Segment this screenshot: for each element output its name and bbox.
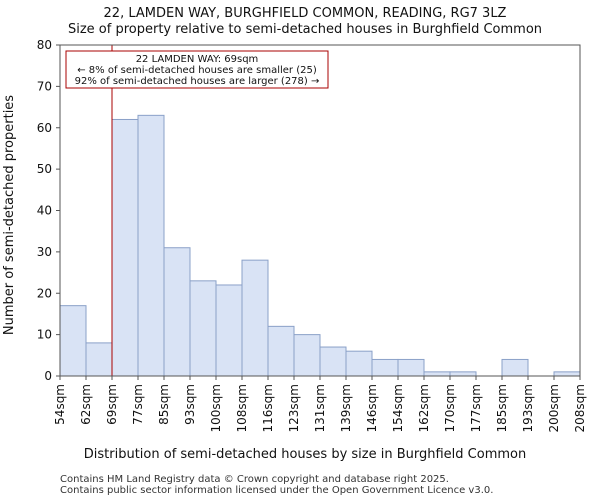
bar-200sqm <box>553 371 581 377</box>
bar-162sqm <box>423 371 451 377</box>
bar-100sqm <box>215 284 243 377</box>
chart-subtitle: Size of property relative to semi-detach… <box>68 22 542 37</box>
annotation-line-1: 22 LAMDEN WAY: 69sqm <box>136 54 259 65</box>
x-tick-label: 69sqm <box>105 384 119 425</box>
x-tick-label: 185sqm <box>495 384 509 432</box>
x-tick-label: 54sqm <box>53 384 67 425</box>
bar-154sqm <box>397 358 425 377</box>
x-tick-label: 100sqm <box>209 384 223 432</box>
bar-146sqm <box>371 358 399 377</box>
x-tick-label: 193sqm <box>521 384 535 432</box>
y-tick-label: 30 <box>37 245 52 259</box>
bar-139sqm <box>345 350 373 377</box>
x-tick-label: 139sqm <box>339 384 353 432</box>
y-tick-label: 10 <box>37 328 52 342</box>
chart-title: 22, LAMDEN WAY, BURGHFIELD COMMON, READI… <box>104 6 507 21</box>
x-tick-label: 93sqm <box>183 384 197 425</box>
y-ticks: 0 10 20 30 40 50 60 70 80 <box>37 38 60 383</box>
bar-116sqm <box>267 325 295 377</box>
x-tick-label: 146sqm <box>365 384 379 432</box>
x-tick-label: 108sqm <box>235 384 249 432</box>
bar-93sqm <box>189 280 217 377</box>
x-tick-label: 208sqm <box>573 384 587 432</box>
y-tick-label: 80 <box>37 38 52 52</box>
annotation-line-3: 92% of semi-detached houses are larger (… <box>75 76 320 87</box>
footer-line-2: Contains public sector information licen… <box>60 485 493 496</box>
bar-77sqm <box>137 114 165 377</box>
bar-69sqm <box>111 118 139 377</box>
x-tick-label: 123sqm <box>287 384 301 432</box>
y-axis-label: Number of semi-detached properties <box>2 95 17 335</box>
annotation-line-2: ← 8% of semi-detached houses are smaller… <box>77 65 317 76</box>
plot-frame <box>59 44 581 377</box>
bar-123sqm <box>293 334 321 377</box>
y-tick-label: 70 <box>37 79 52 93</box>
bar-131sqm <box>319 346 347 377</box>
x-ticks: 54sqm 62sqm 69sqm 77sqm 85sqm 93sqm 100sqm 108s… <box>53 376 587 432</box>
x-tick-label: 77sqm <box>131 384 145 425</box>
y-tick-label: 50 <box>37 162 52 176</box>
x-tick-label: 154sqm <box>391 384 405 432</box>
bar-62sqm <box>85 342 113 377</box>
bar-170sqm <box>449 371 477 377</box>
x-tick-label: 162sqm <box>417 384 431 432</box>
x-tick-label: 116sqm <box>261 384 275 432</box>
x-tick-label: 200sqm <box>547 384 561 432</box>
x-axis-label: Distribution of semi-detached houses by … <box>84 447 526 462</box>
y-tick-label: 0 <box>44 369 52 383</box>
y-tick-label: 40 <box>37 204 52 218</box>
bar-85sqm <box>163 247 191 377</box>
bars-group <box>59 114 581 377</box>
annotation-box: 22 LAMDEN WAY: 69sqm ← 8% of semi-detach… <box>65 50 329 89</box>
y-tick-label: 60 <box>37 121 52 135</box>
bar-108sqm <box>241 259 269 377</box>
x-tick-label: 62sqm <box>79 384 93 425</box>
bar-54sqm <box>59 305 87 377</box>
y-tick-label: 20 <box>37 286 52 300</box>
x-tick-label: 177sqm <box>469 384 483 432</box>
annotation-frame <box>65 50 329 89</box>
x-tick-label: 85sqm <box>157 384 171 425</box>
x-tick-label: 131sqm <box>313 384 327 432</box>
x-tick-label: 170sqm <box>443 384 457 432</box>
bar-185sqm <box>501 358 529 377</box>
footer-line-1: Contains HM Land Registry data © Crown c… <box>60 474 449 485</box>
